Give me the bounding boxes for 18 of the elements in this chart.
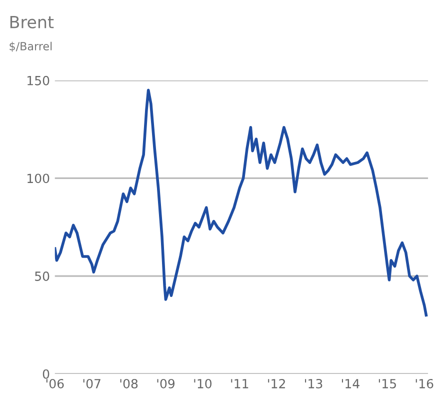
- x-tick-label: '13: [305, 378, 322, 388]
- x-tick-label: '06: [46, 378, 64, 388]
- chart-subtitle: $/Barrel: [10, 42, 52, 52]
- y-tick-label: 100: [28, 174, 50, 184]
- x-tick-label: '14: [342, 379, 360, 388]
- x-tick-label: '16: [416, 378, 434, 388]
- x-tick-label: '15: [378, 379, 396, 388]
- line-series: [54, 88, 428, 317]
- x-tick-label: '11: [231, 379, 248, 388]
- x-tick-label: '08: [120, 378, 138, 388]
- x-tick-label: '10: [194, 378, 212, 388]
- x-tick-label: '12: [268, 378, 285, 388]
- x-tick-label: '07: [83, 378, 100, 388]
- y-tick-label: 150: [28, 76, 50, 86]
- y-tick-label: 50: [35, 272, 50, 281]
- y-tick-label: 0: [42, 369, 50, 379]
- x-tick-label: '09: [157, 378, 175, 388]
- chart-title: Brent: [10, 16, 54, 28]
